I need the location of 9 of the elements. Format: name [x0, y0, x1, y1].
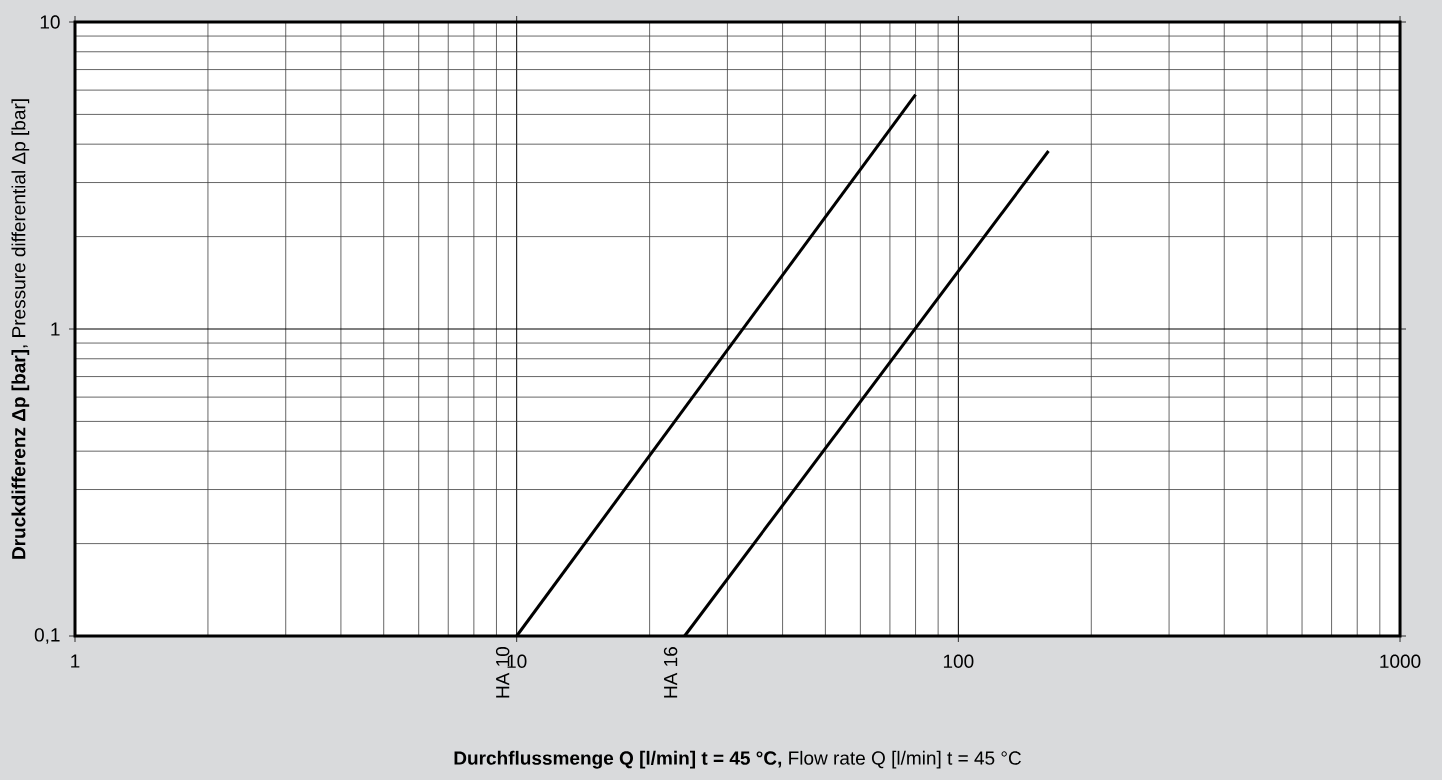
y-tick-label: 0,1 — [34, 628, 60, 644]
x-tick-label: 1000 — [1380, 654, 1421, 668]
y-axis-title: Druckdifferenz Δp [bar], Pressure differential Δp [bar] — [11, 99, 30, 559]
x-tick-label: 1 — [71, 654, 80, 668]
text: HA 16 — [663, 647, 678, 698]
x-axis-title: Durchflussmenge Q [l/min] t = 45 °C, Flow rate Q [l/min] t = 45 °C — [454, 750, 1021, 769]
y-tick-label: 1 — [51, 322, 60, 336]
x-tick-label: 100 — [943, 654, 974, 668]
y-tick-label: 10 — [40, 15, 60, 29]
